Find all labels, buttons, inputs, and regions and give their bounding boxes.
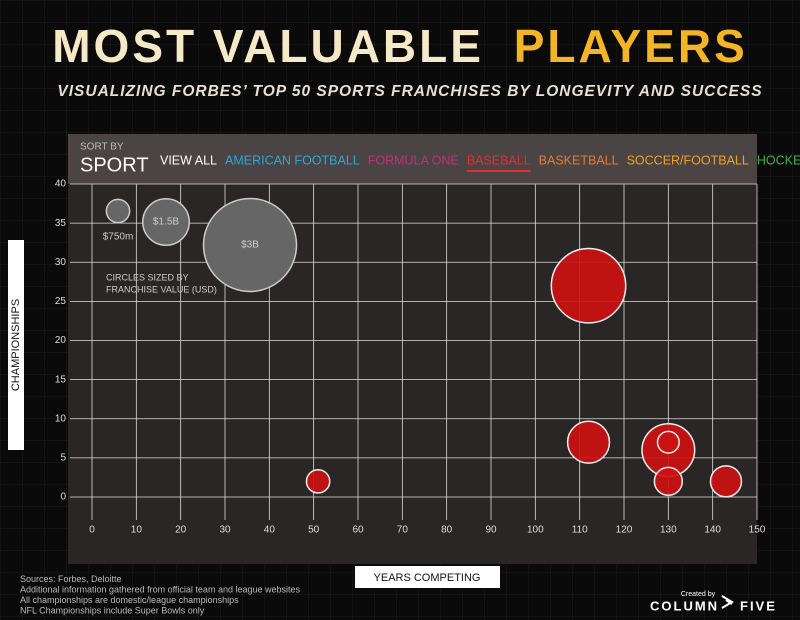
footnote: Sources: Forbes, Deloitte	[20, 574, 122, 584]
filter-option[interactable]: VIEW ALL	[160, 153, 217, 167]
y-tick-label: 40	[55, 179, 67, 190]
filter-option[interactable]: SOCCER/FOOTBALL	[627, 153, 749, 167]
credit-name: COLUMN	[650, 598, 719, 613]
y-tick-label: 35	[55, 218, 67, 229]
size-legend-circle	[105, 198, 131, 224]
footnote: NFL Championships include Super Bowls on…	[20, 606, 205, 616]
credit-name2: FIVE	[740, 598, 777, 613]
x-tick-label: 140	[704, 525, 721, 536]
y-tick-label: 10	[55, 413, 67, 424]
size-legend-circle	[202, 197, 298, 293]
x-tick-label: 0	[89, 525, 95, 536]
x-tick-label: 90	[485, 525, 497, 536]
y-tick-label: 0	[60, 492, 66, 503]
sort-label: SORT BY	[80, 142, 124, 153]
bubble	[709, 465, 743, 498]
y-tick-label: 25	[55, 296, 67, 307]
title: MOST VALUABLE PLAYERS	[52, 20, 748, 72]
x-tick-label: 130	[660, 525, 677, 536]
bubble	[566, 420, 611, 464]
y-tick-label: 20	[55, 335, 67, 346]
y-label-tab	[8, 240, 24, 450]
x-tick-label: 20	[175, 525, 187, 536]
chart-panel	[68, 134, 757, 564]
x-tick-label: 110	[572, 525, 588, 536]
credit-prefix: Created by	[681, 591, 716, 598]
filter-option[interactable]: BASKETBALL	[539, 153, 619, 167]
footnote: All championships are domestic/league ch…	[20, 595, 239, 605]
y-tick-label: 5	[60, 453, 66, 464]
x-tick-label: 150	[749, 525, 766, 536]
size-legend-label: $750m	[103, 231, 134, 242]
x-tick-label: 50	[308, 525, 320, 536]
bubble	[305, 468, 331, 494]
x-tick-label: 100	[527, 525, 544, 536]
sort-value: SPORT	[80, 154, 149, 176]
credit-logo	[721, 595, 734, 609]
x-tick-label: 80	[441, 525, 453, 536]
size-legend-label: $3B	[241, 240, 259, 251]
y-tick-label: 30	[55, 257, 67, 268]
filter-option[interactable]: AMERICAN FOOTBALL	[225, 153, 360, 167]
bubble	[550, 247, 627, 324]
y-tick-label: 15	[55, 374, 67, 385]
bubble	[656, 430, 680, 454]
x-tick-label: 60	[352, 525, 364, 536]
title-main: MOST VALUABLE	[52, 20, 484, 72]
title-highlight: PLAYERS	[514, 20, 748, 72]
footnote: Additional information gathered from off…	[20, 585, 300, 595]
filter-bar	[68, 134, 757, 184]
x-tick-label: 10	[131, 525, 143, 536]
x-tick-label: 30	[219, 525, 231, 536]
size-legend-label: $1.5B	[153, 217, 179, 228]
bubble	[653, 466, 684, 497]
filter-option[interactable]: HOCKEY	[757, 153, 800, 167]
size-legend-note: CIRCLES SIZED BY	[106, 272, 189, 282]
filter-option[interactable]: FORMULA ONE	[368, 153, 459, 167]
subtitle: VISUALIZING FORBES’ TOP 50 SPORTS FRANCH…	[57, 83, 762, 100]
size-legend-circle	[142, 198, 190, 246]
filter-option[interactable]: BASEBALL	[467, 153, 531, 167]
x-axis-label: YEARS COMPETING	[374, 572, 481, 584]
x-tick-label: 120	[616, 525, 633, 536]
x-tick-label: 70	[397, 525, 409, 536]
y-axis-label: CHAMPIONSHIPS	[10, 299, 22, 391]
x-label-tab	[355, 566, 500, 588]
x-tick-label: 40	[264, 525, 276, 536]
size-legend-note: FRANCHISE VALUE (USD)	[106, 284, 217, 294]
